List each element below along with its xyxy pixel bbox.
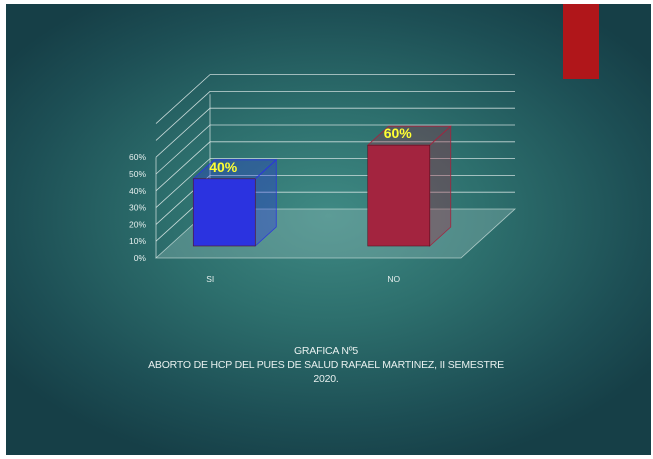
data-label-si: 40%	[209, 159, 238, 175]
x-category-si: SI	[206, 274, 214, 284]
bar-front-face	[367, 144, 431, 247]
gridline	[155, 141, 515, 192]
bar-chart: 0% 10% 20% 30% 40% 50% 60% SI NO 40% 60%	[129, 74, 517, 284]
x-axis-categories: SI NO	[206, 274, 400, 284]
y-axis-ticks: 0% 10% 20% 30% 40% 50% 60%	[129, 152, 146, 263]
y-tick-label: 30%	[129, 203, 146, 213]
y-tick-label: 40%	[129, 186, 146, 196]
gridline	[155, 107, 515, 158]
x-category-no: NO	[387, 274, 400, 284]
red-accent-bar	[563, 4, 599, 79]
bar-si	[192, 158, 278, 247]
caption-subtitle: ABORTO DE HCP DEL PUES DE SALUD RAFAEL M…	[148, 359, 504, 371]
caption-year: 2020.	[313, 373, 339, 385]
chart-bars	[192, 125, 452, 247]
bar-side-face	[429, 125, 452, 247]
y-tick-label: 20%	[129, 219, 146, 229]
y-tick-label: 60%	[129, 152, 146, 162]
gridline	[155, 124, 515, 175]
data-label-no: 60%	[384, 125, 413, 141]
y-tick-label: 0%	[134, 253, 147, 263]
y-tick-label: 50%	[129, 169, 146, 179]
data-labels: 40% 60%	[209, 125, 412, 175]
bar-no	[366, 125, 452, 247]
caption-title: GRAFICA Nº5	[293, 345, 359, 357]
slide: 0% 10% 20% 30% 40% 50% 60% SI NO 40% 60% GRAFICA…	[6, 4, 651, 455]
gridline	[155, 74, 515, 124]
chart-caption: GRAFICA Nº5 ABORTO DE HCP DEL PUES DE SA…	[96, 344, 556, 386]
y-tick-label: 10%	[129, 236, 146, 246]
gridline	[155, 91, 515, 141]
bar-front-face	[192, 178, 256, 247]
